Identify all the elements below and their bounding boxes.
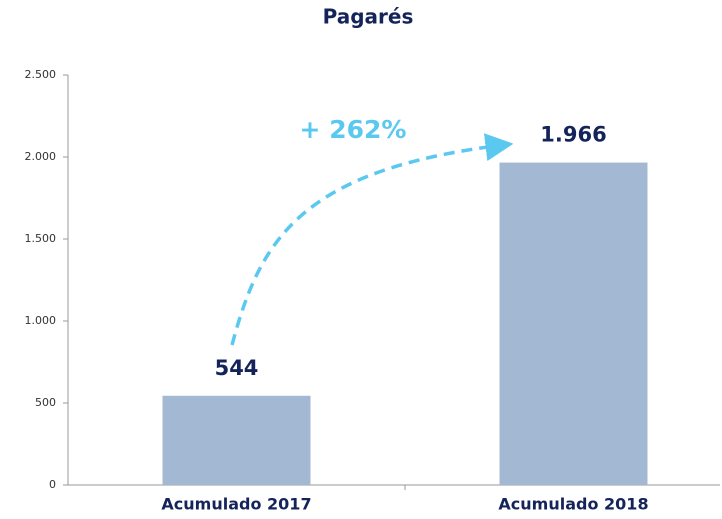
value-label: 544 [215,356,259,380]
bar [162,395,311,485]
y-tick-label: 2.500 [25,68,57,81]
x-tick-label: Acumulado 2017 [161,495,311,514]
y-tick-label: 0 [49,478,56,491]
annotation: + 262% [300,115,407,144]
growth-arrow [230,133,514,346]
x-tick-label: Acumulado 2018 [498,495,648,514]
bar [499,162,648,486]
y-tick-label: 500 [35,396,56,409]
y-tick-label: 1.000 [25,314,57,327]
value-label: 1.966 [540,123,606,147]
y-tick-label: 2.000 [25,150,57,163]
chart-title: Pagarés [323,5,414,29]
y-tick-label: 1.500 [25,232,57,245]
